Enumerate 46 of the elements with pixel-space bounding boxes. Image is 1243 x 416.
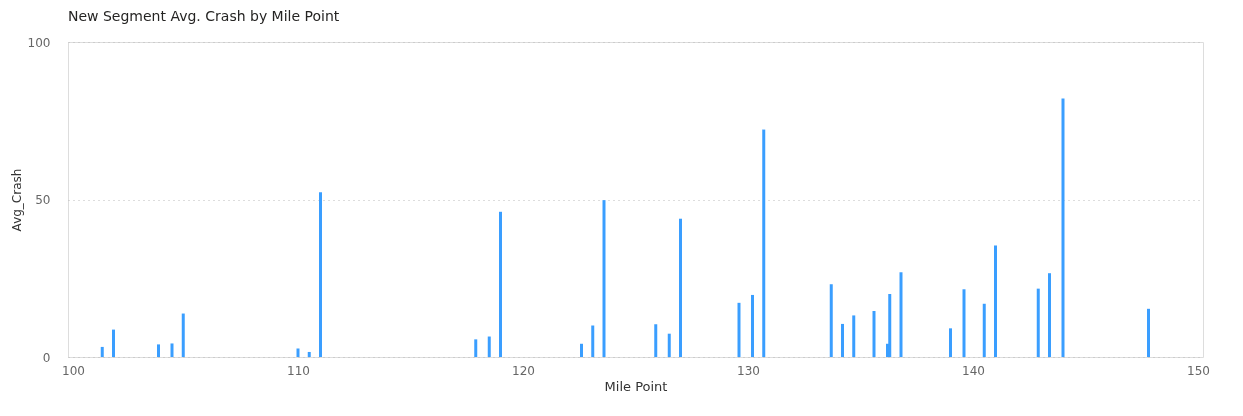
y-tick-label: 0 <box>42 350 51 365</box>
bar <box>852 315 856 357</box>
bar <box>1061 98 1065 357</box>
bar <box>829 284 833 357</box>
bar <box>888 294 892 357</box>
bar <box>899 272 903 357</box>
y-tick-label: 100 <box>27 35 51 50</box>
bar <box>737 302 741 357</box>
bar <box>580 343 583 357</box>
bar <box>872 311 876 357</box>
bar <box>982 303 986 357</box>
bar <box>319 192 322 357</box>
bar <box>591 325 595 357</box>
bar <box>667 333 671 357</box>
y-tick-label: 50 <box>35 193 51 207</box>
bar <box>1048 273 1051 357</box>
bar <box>181 313 185 357</box>
bar <box>994 245 997 357</box>
bar <box>1147 308 1150 357</box>
bar <box>100 346 104 357</box>
bar <box>307 351 311 357</box>
bar <box>296 348 300 357</box>
x-tick-label: 150 <box>1187 363 1210 378</box>
bar <box>474 339 478 357</box>
chart-title: New Segment Avg. Crash by Mile Point <box>68 8 340 24</box>
bar <box>654 324 658 357</box>
x-axis-title: Mile Point <box>604 378 668 394</box>
bar <box>762 129 766 357</box>
x-tick-label: 110 <box>287 363 310 378</box>
bar <box>499 211 502 357</box>
bar <box>170 343 174 357</box>
x-tick-label: 140 <box>962 363 985 378</box>
bar <box>962 289 966 357</box>
x-tick-label: 100 <box>62 363 85 378</box>
x-tick-label: 130 <box>737 363 760 378</box>
bar <box>679 218 682 357</box>
x-tick-label: 120 <box>512 363 535 378</box>
bar <box>112 329 115 357</box>
bar <box>1036 288 1040 357</box>
bar <box>602 200 606 357</box>
bar <box>841 323 844 357</box>
bar <box>949 328 952 357</box>
y-axis-title: Avg_Crash <box>9 168 24 232</box>
bar <box>157 344 160 357</box>
bar <box>751 294 754 357</box>
bar <box>487 336 491 357</box>
